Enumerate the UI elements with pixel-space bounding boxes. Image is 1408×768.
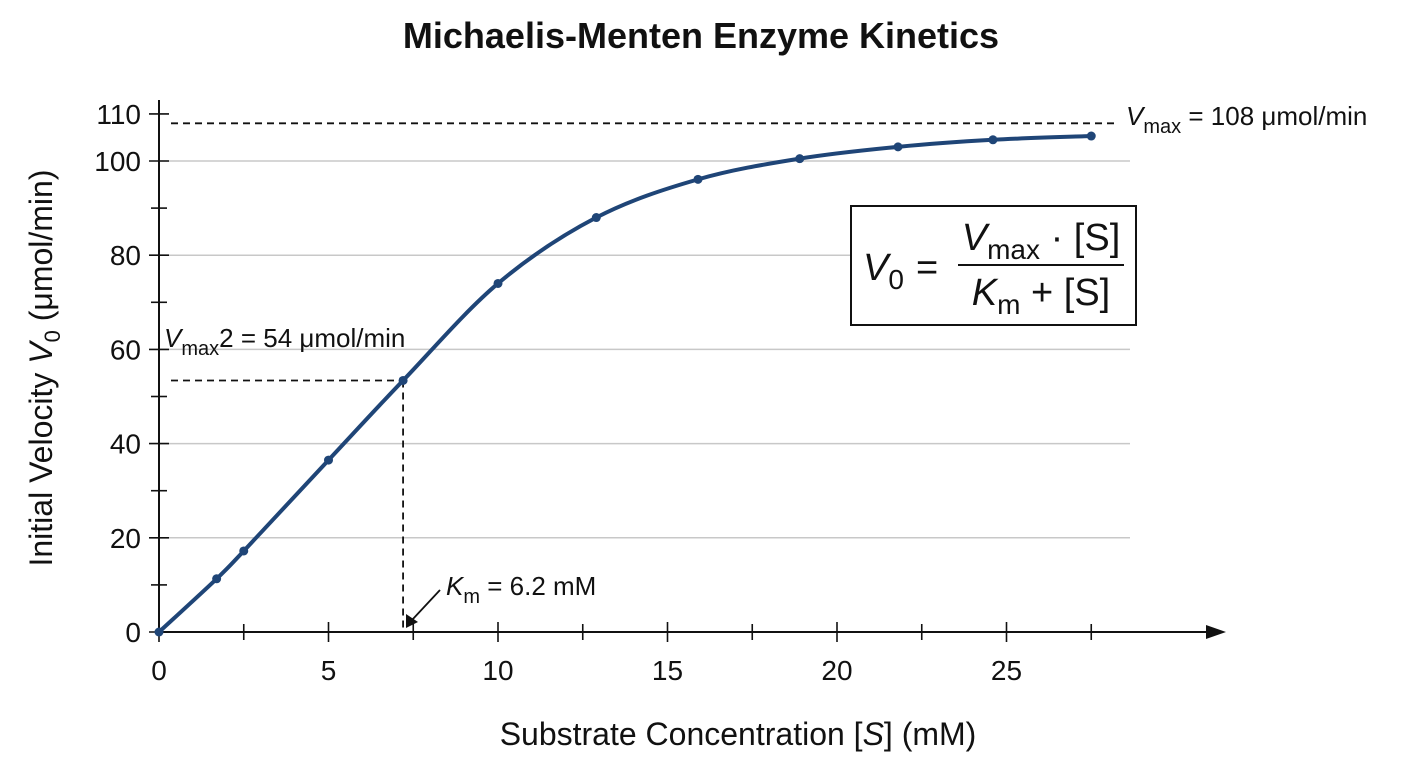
data-point-11 [1086,131,1096,141]
x-tick-label-5: 5 [321,655,337,686]
chart-title: Michaelis-Menten Enzyme Kinetics [403,15,999,56]
x-tick-label-0: 0 [151,655,167,686]
data-point-5 [493,278,503,288]
data-point-2 [239,546,249,556]
data-point-9 [893,142,903,152]
data-point-8 [795,154,805,164]
data-point-4 [398,375,408,385]
half-vmax-annotation: Vmax2 = 54 μmol/min [164,323,405,360]
data-point-1 [212,574,222,584]
data-point-6 [591,213,601,223]
x-tick-label-15: 15 [652,655,683,686]
formula-numerator: Vmax · [S] [962,217,1121,265]
data-point-10 [988,135,998,145]
data-point-7 [693,174,703,184]
x-axis-arrow [1206,625,1226,639]
y-tick-label-110: 110 [96,99,141,130]
guide-lines [171,122,1118,632]
ticks: 0 20 40 60 80 100 110 0 5 10 15 20 25 [94,99,1093,686]
axes [158,100,1226,639]
x-tick-label-25: 25 [991,655,1022,686]
km-annotation: Km = 6.2 mM [446,571,596,608]
formula-denominator: Km + [S] [972,272,1110,320]
km-arrow-head [406,614,418,628]
formula-lhs: V0 = [863,247,938,295]
vmax-annotation: Vmax = 108 μmol/min [1126,101,1367,138]
y-tick-label-40: 40 [110,429,141,460]
y-axis-label: Initial Velocity V0 (μmol/min) [23,169,65,566]
y-tick-label-60: 60 [110,334,141,365]
y-tick-label-0: 0 [125,617,141,648]
km-arrow-shaft [411,589,441,621]
data-point-3 [324,455,333,465]
formula-box: V0 = Vmax · [S] Km + [S] [850,205,1137,326]
x-tick-label-20: 20 [821,655,852,686]
series [154,131,1096,637]
y-tick-label-20: 20 [110,523,141,554]
data-point-0 [154,627,164,637]
x-tick-label-10: 10 [482,655,513,686]
y-tick-label-80: 80 [110,240,141,271]
x-axis-label: Substrate Concentration [S] (mM) [500,716,977,752]
y-tick-label-100: 100 [94,146,141,177]
